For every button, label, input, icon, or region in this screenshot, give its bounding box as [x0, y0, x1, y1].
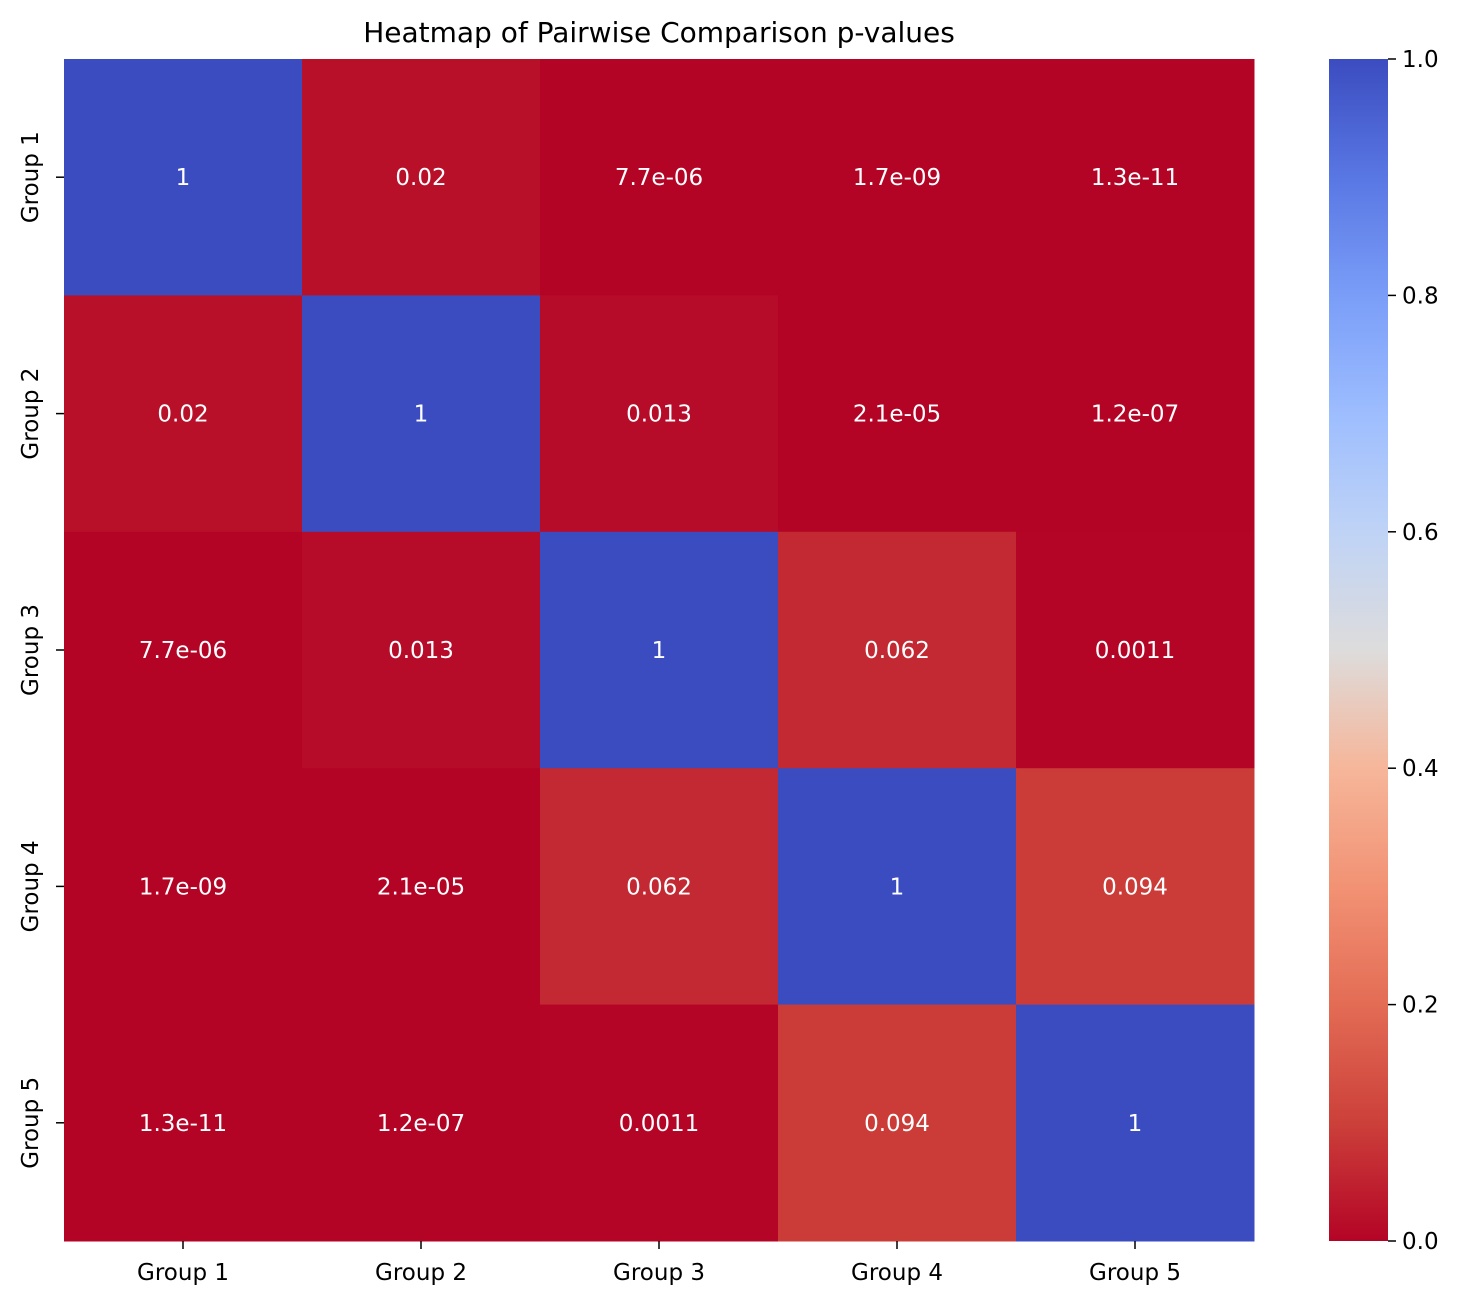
heatmap-cell-label: 1.7e-09: [139, 874, 227, 900]
heatmap-cell-label: 1.3e-11: [139, 1111, 227, 1137]
y-tick-label: Group 2: [18, 368, 44, 460]
y-tick-label: Group 5: [18, 1077, 44, 1169]
heatmap-cell: [540, 768, 779, 1006]
heatmap-cell: [778, 295, 1017, 533]
heatmap-cell: [778, 531, 1017, 769]
colorbar-tick-label: 1.0: [1402, 47, 1439, 73]
x-axis: Group 1 Group 2 Group 3 Group 4 Group 5: [137, 1241, 1181, 1286]
y-tick-label: Group 1: [18, 131, 44, 223]
heatmap-cell-label: 0.02: [395, 165, 446, 191]
heatmap-cell: [1016, 59, 1255, 296]
colorbar-tick-label: 0.6: [1402, 520, 1439, 546]
heatmap-cell-label: 1: [1128, 1111, 1143, 1137]
heatmap-cell-label: 0.02: [157, 402, 208, 428]
heatmap-cell-label: 0.062: [864, 638, 930, 664]
heatmap-cell: [64, 531, 303, 769]
heatmap-cell: [64, 768, 303, 1006]
heatmap-cell: [1016, 1004, 1255, 1242]
y-tick-label: Group 4: [18, 840, 44, 932]
heatmap-cell-label: 0.062: [626, 874, 692, 900]
heatmap-cell: [302, 1004, 541, 1242]
heatmap-cell-label: 1: [176, 165, 191, 191]
heatmap-cell: [64, 59, 303, 296]
x-tick-label: Group 3: [613, 1260, 705, 1286]
colorbar-tick-label: 0.4: [1402, 756, 1439, 782]
heatmap-cell: [540, 59, 779, 296]
heatmap-cell-label: 1.3e-11: [1091, 165, 1179, 191]
heatmap-cell: [540, 295, 779, 533]
heatmap-cell: [302, 59, 541, 296]
x-tick-label: Group 2: [375, 1260, 467, 1286]
heatmap-cell: [778, 1004, 1017, 1242]
x-tick-label: Group 5: [1089, 1260, 1181, 1286]
heatmap-cell: [1016, 531, 1255, 769]
heatmap-cell-label: 2.1e-05: [377, 874, 465, 900]
heatmap-cell: [778, 768, 1017, 1006]
colorbar-gradient-bar: [1329, 59, 1388, 1241]
heatmap-cell: [302, 531, 541, 769]
heatmap-cell: [540, 1004, 779, 1242]
heatmap-cell-label: 0.0011: [619, 1111, 699, 1137]
heatmap-cell: [540, 531, 779, 769]
chart-title: Heatmap of Pairwise Comparison p-values: [363, 16, 955, 49]
heatmap-cell: [302, 768, 541, 1006]
heatmap-cell-label: 0.094: [864, 1111, 930, 1137]
colorbar-tick-label: 0.2: [1402, 993, 1439, 1019]
heatmap-cell-label: 7.7e-06: [139, 638, 227, 664]
heatmap-cell-label: 0.013: [388, 638, 454, 664]
colorbar-tick-label: 0.0: [1402, 1229, 1439, 1255]
heatmap-cell-label: 0.0011: [1095, 638, 1175, 664]
heatmap-cells: [64, 59, 1255, 1242]
heatmap-cell: [302, 295, 541, 533]
x-tick-label: Group 1: [137, 1260, 229, 1286]
y-axis: Group 1 Group 2 Group 3 Group 4 Group 5: [18, 131, 64, 1169]
x-tick-label: Group 4: [851, 1260, 943, 1286]
heatmap-cell-label: 1: [652, 638, 667, 664]
y-tick-label: Group 3: [18, 604, 44, 696]
heatmap-cell-label: 0.013: [626, 402, 692, 428]
heatmap-cell: [778, 59, 1017, 296]
heatmap-cell-label: 7.7e-06: [615, 165, 703, 191]
colorbar-tick-label: 0.8: [1402, 283, 1439, 309]
colorbar: 0.0 0.2 0.4 0.6 0.8 1.0: [1329, 47, 1439, 1255]
heatmap-cell: [1016, 768, 1255, 1006]
heatmap-cell-label: 1.2e-07: [377, 1111, 465, 1137]
heatmap-cell-labels: 1 0.02 7.7e-06 1.7e-09 1.3e-11 0.02 1 0.013 2.1e…: [139, 165, 1179, 1137]
heatmap-cell-label: 1.2e-07: [1091, 402, 1179, 428]
heatmap-cell-label: 0.094: [1102, 874, 1168, 900]
heatmap-cell-label: 1: [414, 402, 429, 428]
heatmap-cell-label: 2.1e-05: [853, 402, 941, 428]
heatmap-cell: [64, 295, 303, 533]
heatmap-cell: [64, 1004, 303, 1242]
colorbar-ticks: 0.0 0.2 0.4 0.6 0.8 1.0: [1388, 47, 1439, 1255]
heatmap-cell: [1016, 295, 1255, 533]
heatmap-cell-label: 1.7e-09: [853, 165, 941, 191]
heatmap-cell-label: 1: [890, 874, 905, 900]
